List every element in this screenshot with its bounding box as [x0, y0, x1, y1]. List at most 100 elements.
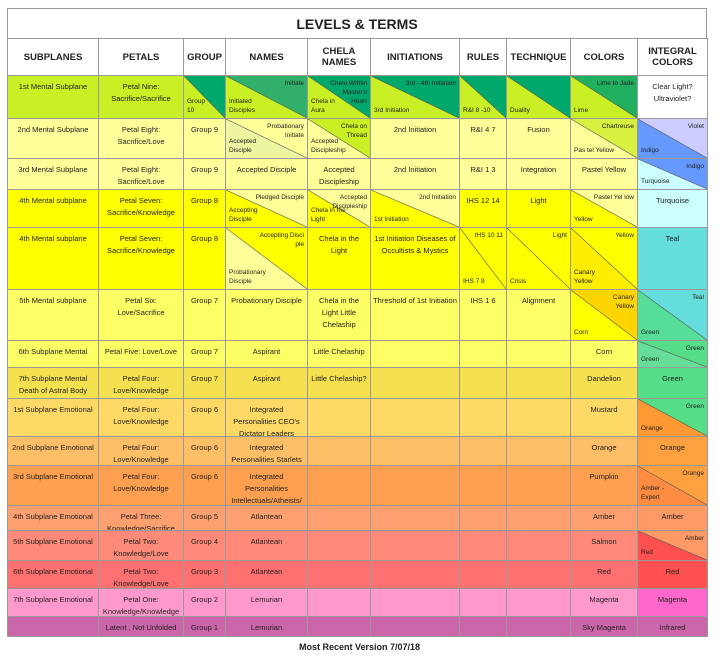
- cell-text: Atlantean: [250, 537, 283, 546]
- cell: R&I 4 7: [459, 118, 507, 159]
- cell-text: Accepted Discipleship: [318, 165, 360, 186]
- split-cell: Violet Indigo: [637, 118, 708, 159]
- cell: 1st Mental Subplane: [7, 75, 99, 119]
- cell: Chela in the Light: [307, 227, 371, 290]
- cell: Petal Four: Love/Knowledge: [98, 398, 184, 437]
- cell: Petal Four: Love/Knowledge: [98, 465, 184, 506]
- cell: Little Chelaship?: [307, 367, 371, 399]
- cell: Atlantean: [225, 530, 308, 561]
- cell-text: Magenta: [657, 595, 688, 604]
- cell-text: Corn: [595, 347, 613, 356]
- cell-text: Fusion: [527, 125, 550, 134]
- cell: [459, 560, 507, 589]
- cell-text: Salmon: [591, 537, 617, 546]
- cell-upper-text: Green: [685, 403, 704, 410]
- cell: [506, 398, 571, 437]
- cell-text: Group 7: [190, 374, 219, 383]
- cell-text: Clear Light? Ultraviolet?: [652, 82, 693, 103]
- cell-lower-text: Chela in the Light: [311, 207, 346, 223]
- cell: [307, 398, 371, 437]
- cell: Group 6: [183, 465, 226, 506]
- cell: Integration: [506, 158, 571, 190]
- cell: [307, 465, 371, 506]
- cell-text: Amber: [592, 512, 616, 521]
- cell: Red: [570, 560, 638, 589]
- cell-text: Integrated Personalities CEO's Dictator …: [233, 405, 300, 437]
- split-cell: Light Crisis: [506, 227, 571, 290]
- cell: [459, 465, 507, 506]
- cell-text: 3rd Mental Subplane: [18, 165, 88, 174]
- cell-text: 1st Subplane Emotional: [13, 405, 93, 414]
- cell: [459, 588, 507, 617]
- split-cell: Pastel Yel low Yellow: [570, 189, 638, 228]
- cell: [506, 588, 571, 617]
- cell-lower-text: Accepted Discipleship: [311, 138, 346, 154]
- cell-text: Aspirant: [252, 374, 281, 383]
- cell: [459, 505, 507, 531]
- cell: Group 2: [183, 588, 226, 617]
- cell-text: Petal Four: Love/Knowledge: [113, 443, 169, 464]
- cell-upper-text: Teal: [692, 294, 704, 301]
- split-cell: Initiate Initiated Disciples: [225, 75, 308, 119]
- cell-text: Petal Two: Knowledge/Love: [113, 537, 169, 558]
- cell-text: Pumpkin: [589, 472, 619, 481]
- cell: Amber: [570, 505, 638, 531]
- split-cell: Probationary Initiate Accepted Disciple: [225, 118, 308, 159]
- cell-text: R&I 4 7: [470, 125, 496, 134]
- cell: [506, 530, 571, 561]
- cell: Red: [637, 560, 708, 589]
- cell-lower-text: IHS 7 9: [463, 278, 485, 285]
- cell-text: Accepted Disciple: [236, 165, 297, 174]
- cell-text: 6th Subplane Mental: [18, 347, 88, 356]
- cell-lower-text: Duality: [510, 107, 530, 114]
- split-cell: Green Green: [637, 340, 708, 368]
- cell-lower-text: Red: [641, 549, 653, 556]
- cell: 4th Mental subplane: [7, 227, 99, 290]
- cell-text: Mustard: [590, 405, 618, 414]
- cell-text: Sky Magenta: [582, 623, 626, 632]
- cell-text: Petal Four: Love/Knowledge: [113, 472, 169, 493]
- cell: Group 7: [183, 367, 226, 399]
- cell-upper-text: Canary Yellow: [613, 294, 634, 310]
- cell-text: IHS 12 14: [466, 196, 500, 205]
- cell-text: Dandelion: [587, 374, 621, 383]
- cell-text: 2nd Initiation: [393, 165, 437, 174]
- cell: [459, 340, 507, 368]
- split-cell: Indigo Turquoise: [637, 158, 708, 190]
- cell-lower-text: Orange: [641, 425, 663, 432]
- cell: Mustard: [570, 398, 638, 437]
- column-header: INITIATIONS: [370, 38, 460, 76]
- cell-text: Turquoise: [655, 196, 690, 205]
- cell-text: Little Chelaship?: [311, 374, 367, 383]
- cell: 2nd Mental Subplane: [7, 118, 99, 159]
- cell-text: Group 7: [190, 347, 219, 356]
- cell-text: 7th Subplane Emotional: [13, 595, 93, 604]
- cell-text: Orange: [591, 443, 617, 452]
- cell-text: 1st Mental Subplane: [18, 82, 88, 91]
- cell: Petal Six: Love/Sacrifice: [98, 289, 184, 341]
- cell-text: Magenta: [589, 595, 619, 604]
- cell: 6th Subplane Mental: [7, 340, 99, 368]
- cell: Group 7: [183, 289, 226, 341]
- cell-text: Red: [665, 567, 680, 576]
- cell: Group 7: [183, 340, 226, 368]
- cell-text: Group 7: [190, 296, 219, 305]
- cell-lower-text: Group 10: [187, 98, 206, 114]
- cell: [370, 530, 460, 561]
- cell: [459, 367, 507, 399]
- split-cell: IHS 10 11 IHS 7 9: [459, 227, 507, 290]
- cell: Alignment: [506, 289, 571, 341]
- cell: Sky Magenta: [570, 616, 638, 637]
- split-cell: Accepted Discipleship Chela in the Light: [307, 189, 371, 228]
- cell-lower-text: Probationary Disciple: [229, 269, 266, 285]
- split-cell: Pledged Disciple Accepting Disciple: [225, 189, 308, 228]
- cell-upper-text: Initiate: [284, 80, 304, 87]
- cell-text: Atlantean: [250, 512, 283, 521]
- cell-text: 2nd Initiation: [393, 125, 437, 134]
- column-header: TECHNIQUE: [506, 38, 571, 76]
- cell-upper-text: Orange: [682, 470, 704, 477]
- split-cell: R&I 8 -10: [459, 75, 507, 119]
- cell: [307, 588, 371, 617]
- cell-text: Integration: [520, 165, 557, 174]
- cell-text: Little Chelaship: [313, 347, 365, 356]
